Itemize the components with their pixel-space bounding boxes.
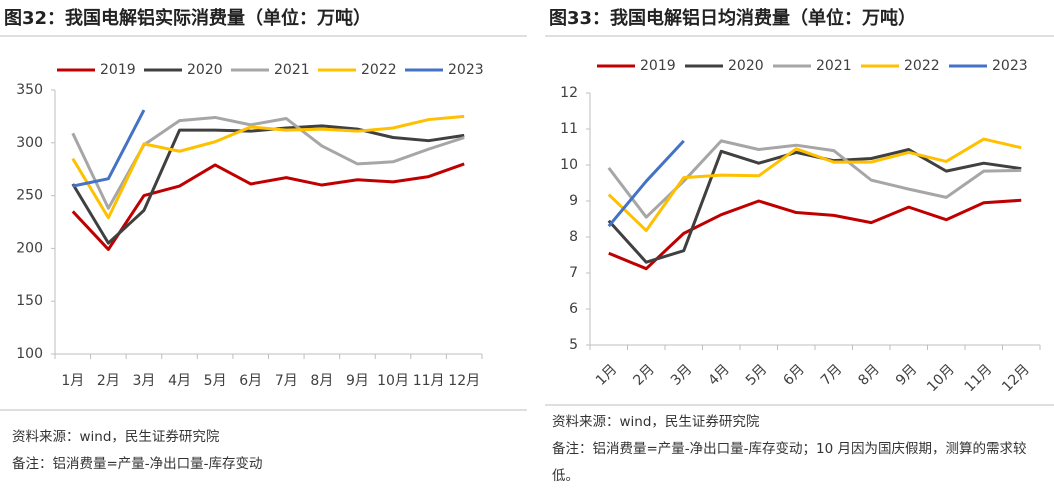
legend-label: 2022 — [361, 62, 397, 78]
note: 备注：铝消费量=产量-净出口量-库存变动；10 月因为国庆假期，测算的需求较低。 — [552, 441, 1027, 484]
y-tick-label: 200 — [16, 240, 43, 256]
x-tick-label: 10月 — [377, 373, 409, 389]
x-tick-label: 9月 — [893, 361, 921, 389]
x-tick-label: 11月 — [413, 373, 445, 389]
y-tick-label: 100 — [16, 346, 43, 362]
legend-label: 2019 — [640, 58, 676, 74]
series-line — [607, 139, 685, 228]
y-tick-label: 11 — [560, 121, 578, 137]
x-tick-label: 6月 — [780, 361, 808, 389]
legend-label: 2023 — [992, 58, 1028, 74]
legend-label: 2021 — [274, 62, 310, 78]
y-tick-label: 7 — [569, 265, 578, 281]
legend-label: 2020 — [187, 62, 223, 78]
series-line — [72, 109, 146, 188]
series-line — [607, 137, 1022, 233]
series-line — [71, 114, 465, 220]
x-tick-label: 5月 — [204, 373, 227, 389]
x-tick-label: 5月 — [743, 361, 771, 389]
x-tick-label: 2月 — [630, 361, 658, 389]
legend-label: 2020 — [728, 58, 764, 74]
y-tick-label: 300 — [16, 135, 43, 151]
y-tick-label: 6 — [569, 301, 578, 317]
legend-label: 2019 — [100, 62, 136, 78]
chart-title: 图33：我国电解铝日均消费量（单位：万吨） — [549, 8, 917, 29]
x-tick-label: 12月 — [999, 361, 1033, 395]
y-tick-label: 350 — [16, 82, 43, 98]
x-tick-label: 3月 — [132, 373, 155, 389]
x-tick-label: 4月 — [705, 361, 733, 389]
x-tick-label: 7月 — [275, 373, 298, 389]
x-tick-label: 1月 — [61, 373, 84, 389]
source: 资料来源：wind，民生证券研究院 — [552, 414, 760, 430]
x-tick-label: 8月 — [310, 373, 333, 389]
y-tick-label: 150 — [16, 293, 43, 309]
x-tick-label: 3月 — [668, 361, 696, 389]
legend-label: 2022 — [904, 58, 940, 74]
x-tick-label: 7月 — [818, 361, 846, 389]
y-tick-label: 250 — [16, 188, 43, 204]
x-tick-label: 4月 — [168, 373, 191, 389]
chart-title: 图32：我国电解铝实际消费量（单位：万吨） — [4, 8, 372, 29]
x-tick-label: 9月 — [346, 373, 369, 389]
note: 备注：铝消费量=产量-净出口量-库存变动 — [12, 456, 263, 472]
x-tick-label: 1月 — [593, 361, 621, 389]
x-tick-label: 12月 — [448, 373, 480, 389]
x-tick-label: 11月 — [962, 361, 996, 395]
x-tick-label: 8月 — [855, 361, 883, 389]
series-line — [71, 124, 465, 245]
series-line — [608, 198, 1022, 271]
source: 资料来源：wind，民生证券研究院 — [12, 429, 220, 445]
y-tick-label: 12 — [560, 85, 578, 101]
x-tick-label: 2月 — [97, 373, 120, 389]
y-tick-label: 5 — [569, 337, 578, 353]
series-line — [71, 162, 465, 251]
y-tick-label: 10 — [560, 157, 578, 173]
legend-label: 2021 — [816, 58, 852, 74]
y-tick-label: 9 — [569, 193, 578, 209]
x-tick-label: 6月 — [239, 373, 262, 389]
x-tick-label: 10月 — [924, 361, 958, 395]
legend-label: 2023 — [448, 62, 484, 78]
y-tick-label: 8 — [569, 229, 578, 245]
